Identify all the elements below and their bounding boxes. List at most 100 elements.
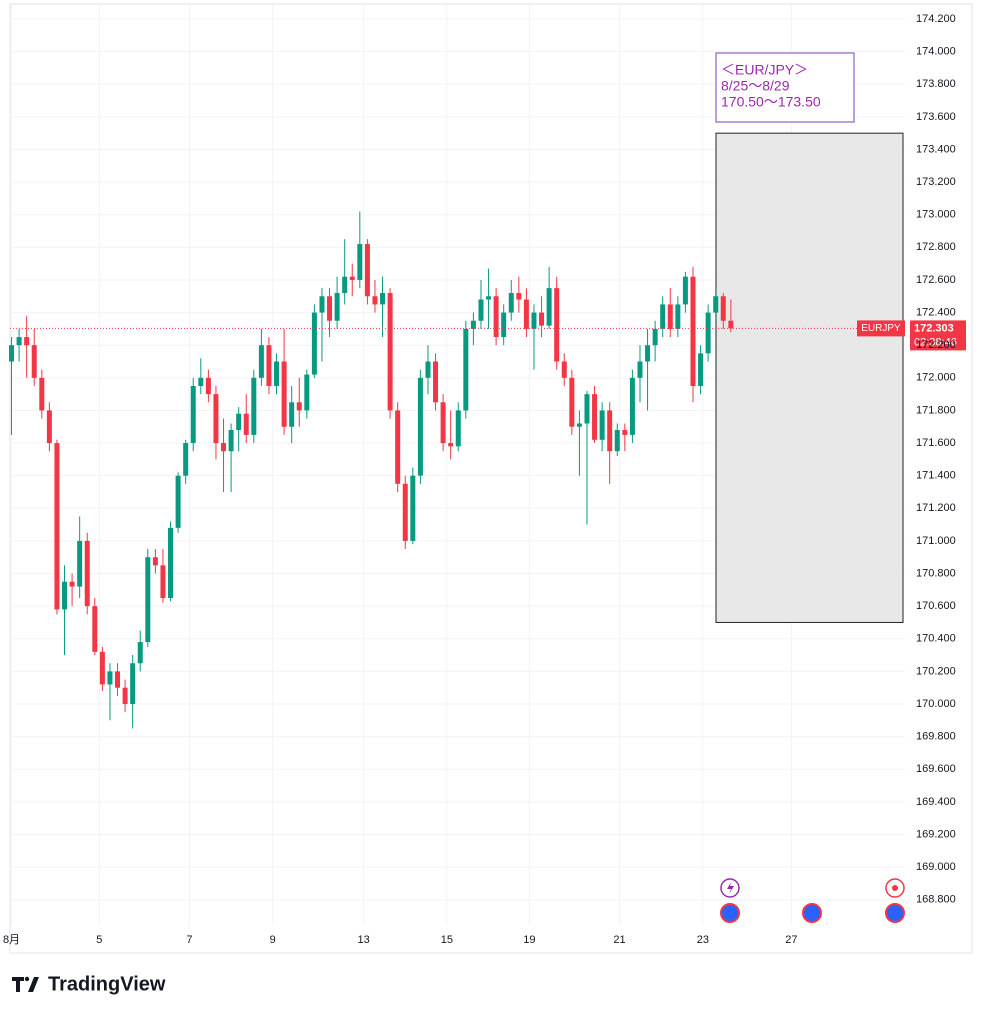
candle-body [554, 288, 560, 362]
symbol-label: EURJPY [861, 323, 901, 334]
y-tick-label: 170.600 [916, 600, 956, 612]
candle-body [410, 475, 416, 541]
x-tick-label: 7 [186, 934, 192, 946]
candle-body [296, 402, 302, 411]
y-tick-label: 172.400 [916, 306, 956, 318]
candle-body [281, 361, 287, 427]
y-tick-label: 172.200 [916, 339, 956, 351]
candle-body [387, 293, 393, 411]
candle-body [77, 540, 83, 587]
candle-body [713, 296, 719, 313]
candle-body [584, 394, 590, 424]
candle-body [54, 443, 60, 610]
annotation-line: 170.50〜173.50 [721, 94, 821, 110]
event-icon [892, 885, 898, 891]
candle-body [493, 296, 499, 338]
y-tick-label: 169.400 [916, 796, 956, 808]
candle-body [470, 320, 476, 329]
candle-body [516, 293, 522, 300]
y-tick-label: 170.200 [916, 665, 956, 677]
x-tick-label: 8月 [3, 934, 20, 946]
last-price: 172.303 [914, 322, 954, 334]
candle-body [190, 385, 196, 444]
candle-body [168, 527, 174, 598]
y-tick-label: 171.200 [916, 502, 956, 514]
x-tick-label: 9 [270, 934, 276, 946]
symbol-box [857, 320, 905, 337]
x-tick-label: 15 [441, 934, 453, 946]
candle-body [576, 423, 582, 427]
y-tick-label: 168.800 [916, 894, 956, 906]
y-tick-label: 170.400 [916, 633, 956, 645]
event-icon [720, 903, 740, 923]
candle-body [478, 299, 484, 321]
annotation-line: 8/25〜8/29 [721, 78, 790, 94]
candle-body [342, 276, 348, 294]
candle-body [592, 394, 598, 440]
candle-body [682, 276, 688, 305]
y-tick-label: 170.000 [916, 698, 956, 710]
candle-body [334, 293, 340, 321]
candle-body [183, 443, 189, 476]
candle-body [130, 663, 136, 705]
candle-body [213, 394, 219, 444]
logo-mark [12, 977, 39, 992]
x-tick-label: 19 [523, 934, 535, 946]
candle-body [198, 377, 204, 386]
candle-body [274, 361, 280, 386]
candle-body [425, 361, 431, 378]
candle-body [266, 345, 272, 386]
candle-body [690, 276, 696, 386]
event-icon [727, 882, 734, 894]
x-tick-label: 13 [357, 934, 369, 946]
y-tick-label: 172.600 [916, 274, 956, 286]
candle-body [304, 374, 310, 411]
logo-mark [24, 976, 30, 982]
y-tick-label: 169.600 [916, 763, 956, 775]
candle-body [16, 337, 22, 346]
price-zone [715, 132, 904, 623]
candle-body [92, 606, 98, 652]
y-tick-label: 169.200 [916, 828, 956, 840]
chart-frame [9, 3, 973, 954]
candle-body [160, 565, 166, 598]
candle-body [561, 361, 567, 378]
y-tick-label: 171.400 [916, 470, 956, 482]
candle-body [251, 377, 257, 435]
x-tick-label: 27 [785, 934, 797, 946]
y-tick-label: 171.600 [916, 437, 956, 449]
y-tick-label: 171.000 [916, 535, 956, 547]
event-icon [885, 903, 905, 923]
candle-body [599, 410, 605, 440]
y-tick-label: 173.000 [916, 209, 956, 221]
candle-body [667, 304, 673, 329]
y-tick-label: 169.000 [916, 861, 956, 873]
logo: TradingView [12, 973, 166, 995]
candle-body [243, 413, 249, 435]
x-tick-label: 5 [96, 934, 102, 946]
y-tick-label: 174.200 [916, 13, 956, 25]
candle-body [508, 293, 514, 313]
candle-body [486, 296, 492, 300]
y-tick-label: 173.600 [916, 111, 956, 123]
candle-body [349, 276, 355, 280]
candle-body [607, 410, 613, 452]
candle-body [622, 430, 628, 435]
candle-body [289, 402, 295, 427]
candle-body [720, 296, 726, 321]
candle-body [705, 312, 711, 354]
candle-body [372, 296, 378, 305]
y-tick-label: 169.800 [916, 731, 956, 743]
candle-body [357, 244, 363, 280]
candle-body [84, 540, 90, 607]
event-icons [720, 878, 905, 923]
candle-body [46, 410, 52, 444]
candle-body [698, 353, 704, 386]
candle-body [258, 345, 264, 378]
candle-body [39, 377, 45, 411]
candle-body [569, 377, 575, 427]
candle-body [539, 312, 545, 326]
annotation-line: ＜EUR/JPY＞ [721, 62, 808, 78]
candle-body [629, 377, 635, 435]
